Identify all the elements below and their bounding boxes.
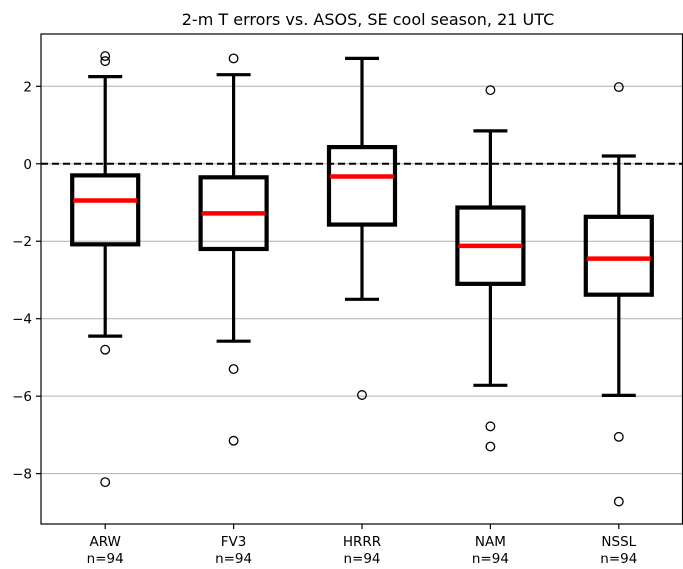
y-tick-label: −2 <box>12 234 32 250</box>
y-tick-label: −6 <box>12 389 32 405</box>
outlier-point <box>613 496 624 507</box>
box-nam <box>455 85 526 452</box>
iqr-box <box>455 205 526 286</box>
outlier-point <box>228 435 239 446</box>
x-count-label: n=94 <box>215 551 252 567</box>
x-count-label: n=94 <box>472 551 509 567</box>
iqr-box <box>70 173 141 247</box>
y-tick-label: 2 <box>23 79 32 95</box>
outlier-point <box>228 53 239 64</box>
outlier-point <box>485 421 496 432</box>
x-tick-label: NAM <box>475 534 506 550</box>
box-arw <box>70 51 141 488</box>
outlier-point <box>100 56 111 67</box>
y-tick-label: −8 <box>12 467 32 483</box>
x-tick-label: NSSL <box>601 534 636 550</box>
x-tick-label: FV3 <box>221 534 247 550</box>
box-nssl <box>583 82 654 507</box>
chart-title: 2-m T errors vs. ASOS, SE cool season, 2… <box>182 10 554 29</box>
x-tick-label: HRRR <box>343 534 381 550</box>
outlier-point <box>228 364 239 375</box>
outlier-point <box>100 344 111 355</box>
outlier-point <box>357 390 367 400</box>
x-count-label: n=94 <box>343 551 380 567</box>
outlier-point <box>485 441 496 452</box>
outlier-point <box>100 51 111 62</box>
iqr-box <box>583 214 654 297</box>
x-count-label: n=94 <box>87 551 124 567</box>
box-hrrr <box>326 56 398 400</box>
outlier-point <box>613 431 624 442</box>
iqr-box <box>198 175 269 252</box>
iqr-box <box>326 145 398 227</box>
x-count-label: n=94 <box>600 551 637 567</box>
outlier-point <box>100 477 111 488</box>
outlier-point <box>613 82 624 93</box>
y-tick-label: 0 <box>23 157 32 173</box>
x-tick-label: ARW <box>89 534 120 550</box>
axes: 20−2−4−6−8ARWn=94FV3n=94HRRRn=94NAMn=94N… <box>12 33 683 567</box>
box-fv3 <box>198 53 269 446</box>
boxes <box>70 51 654 507</box>
outlier-point <box>485 85 496 96</box>
y-tick-label: −4 <box>12 312 32 328</box>
